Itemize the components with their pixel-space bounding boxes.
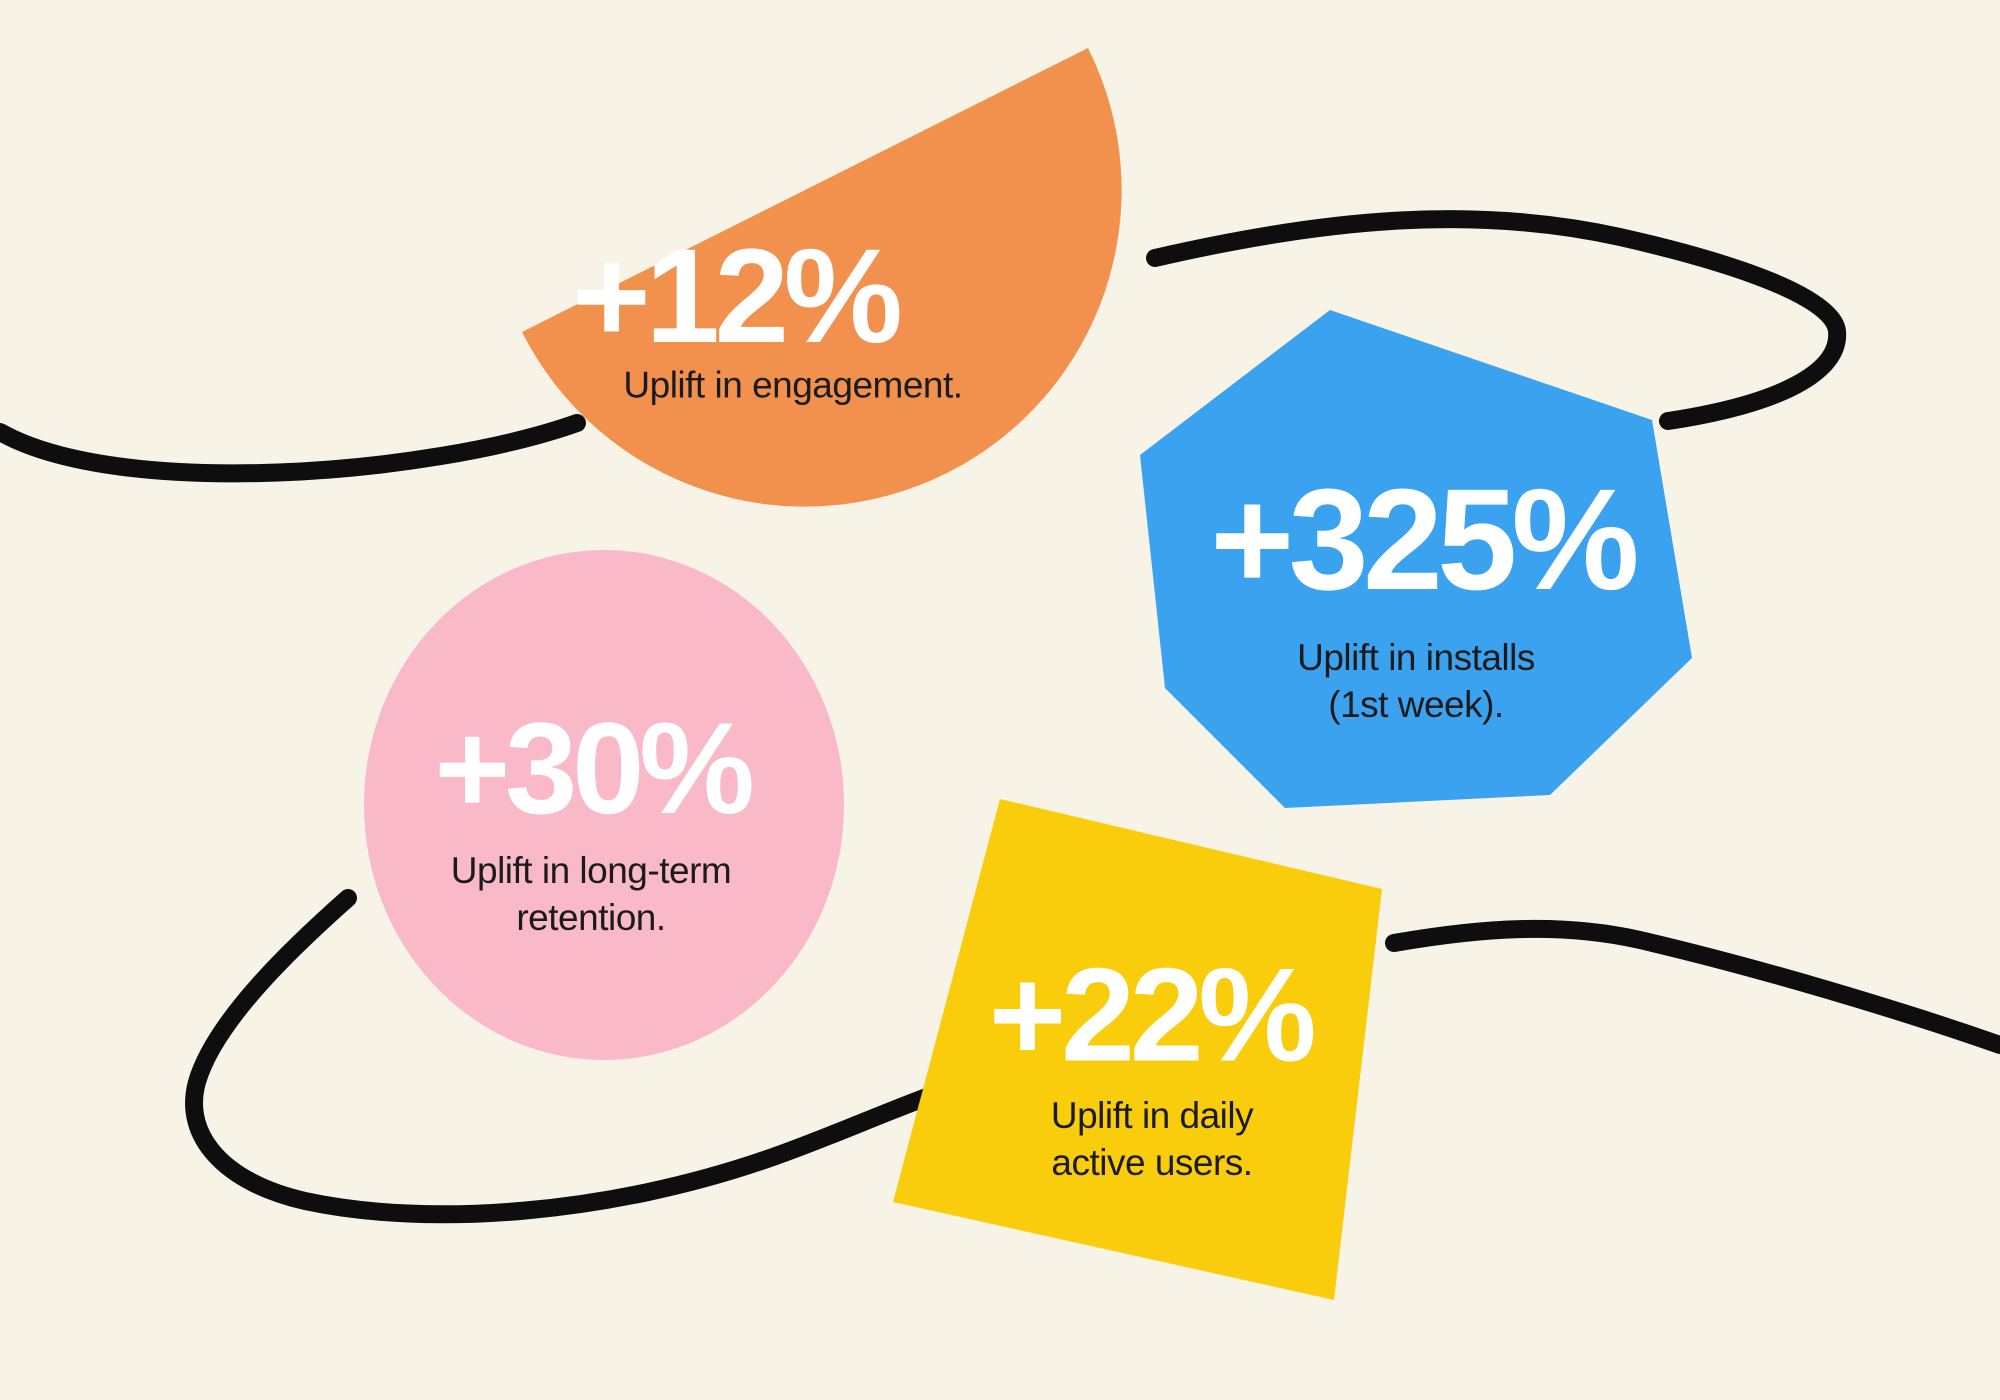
engagement-semicircle-shape: [522, 48, 1122, 507]
connector-line-left-icon: [0, 414, 586, 483]
dau-square-shape: [893, 799, 1382, 1300]
installs-value: +325%: [1210, 459, 1639, 620]
engagement-label: Uplift in engagement.: [623, 364, 963, 406]
connector-line-right-icon: [1385, 919, 2000, 1054]
connector-line-top-loop-icon: [1146, 210, 1847, 430]
engagement-value: +12%: [572, 222, 902, 371]
dau-label: Uplift in daily active users.: [1050, 1095, 1254, 1183]
retention-value: +30%: [434, 695, 755, 841]
retention-circle-shape: [364, 550, 844, 1060]
installs-hexagon-shape: [1140, 310, 1692, 808]
retention-label: Uplift in long-term retention.: [450, 850, 732, 938]
installs-label: Uplift in installs (1st week).: [1297, 637, 1535, 725]
dau-value: +22%: [988, 941, 1317, 1090]
connector-line-bottom-loop-icon: [185, 889, 944, 1224]
